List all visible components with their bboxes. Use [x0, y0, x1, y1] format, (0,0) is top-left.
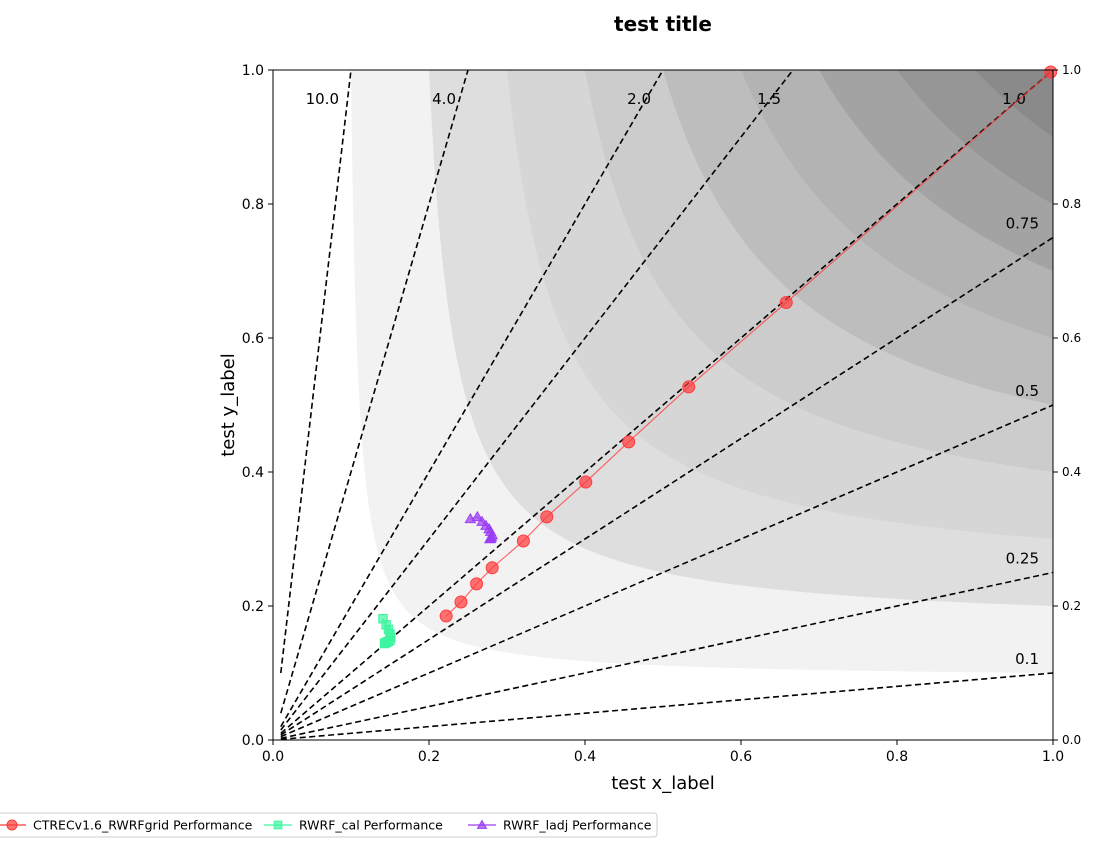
bias-label-1.5: 1.5	[757, 90, 781, 108]
y-tick-label-right: 0.8	[1062, 197, 1081, 211]
y-tick-label-left: 1.0	[242, 63, 264, 79]
y-tick-label-right: 0.2	[1062, 599, 1081, 613]
legend-label: CTRECv1.6_RWRFgrid Performance	[33, 818, 253, 833]
data-point	[1044, 65, 1058, 79]
x-tick-label: 0.6	[730, 749, 752, 765]
data-point	[485, 561, 499, 575]
y-tick-label-left: 0.8	[242, 197, 264, 213]
y-tick-label-left: 0.4	[242, 465, 264, 481]
x-tick-label: 0.8	[886, 749, 908, 765]
legend-marker	[6, 819, 18, 831]
bias-label-1.0: 1.0	[1002, 90, 1026, 108]
x-tick-label: 0.0	[262, 749, 284, 765]
axes: 0.0 0.2 0.4 0.6 0.8 1.00.0 0.00.2 0.20.4 0.40.6 0…	[242, 63, 1081, 765]
data-point	[439, 609, 453, 623]
bias-line-0.5	[280, 404, 1054, 738]
bias-line-0.75	[280, 236, 1054, 736]
bias-label-2.0: 2.0	[627, 90, 651, 108]
y-tick-label-left: 0.2	[242, 599, 264, 615]
series-0	[439, 65, 1058, 623]
legend-marker	[273, 820, 283, 830]
legend-label: RWRF_cal Performance	[299, 818, 443, 833]
data-point	[779, 295, 793, 309]
bias-label-0.75: 0.75	[1006, 215, 1039, 233]
x-tick-label: 0.2	[418, 749, 440, 765]
data-point	[622, 435, 636, 449]
y-tick-label-left: 0.6	[242, 331, 264, 347]
legend-entry-1: RWRF_cal Performance	[264, 818, 443, 833]
data-point	[483, 532, 496, 544]
bias-line-2.0	[280, 69, 664, 728]
bias-lines: 10.0 4.0 2.0 1.5 1.0 0.75 0.5 0.25 0.1	[280, 69, 1054, 741]
data-point	[471, 510, 484, 522]
legend-box	[0, 812, 658, 838]
y-axis-title: test y_label	[218, 353, 239, 456]
data-point	[379, 638, 390, 649]
bias-label-0.25: 0.25	[1006, 550, 1039, 568]
x-axis-title: test x_label	[611, 773, 714, 794]
y-tick-label-right: 0.6	[1062, 331, 1081, 345]
legend: CTRECv1.6_RWRFgrid Performance RWRF_cal P…	[0, 812, 658, 838]
bias-label-0.1: 0.1	[1015, 650, 1039, 668]
legend-label: RWRF_ladj Performance	[503, 818, 652, 833]
bias-line-0.25	[280, 571, 1054, 740]
y-tick-label-right: 0.4	[1062, 465, 1081, 479]
y-tick-label-right: 0.0	[1062, 733, 1081, 747]
legend-entry-0: CTRECv1.6_RWRFgrid Performance	[0, 818, 253, 833]
bias-label-4.0: 4.0	[432, 90, 456, 108]
data-point	[579, 475, 593, 489]
x-tick-label: 1.0	[1042, 749, 1064, 765]
bias-line-10.0	[280, 69, 352, 674]
data-point	[682, 380, 696, 394]
x-tick-label: 0.4	[574, 749, 596, 765]
bias-label-0.5: 0.5	[1015, 382, 1039, 400]
bias-line-4.0	[280, 69, 469, 714]
y-tick-label-right: 1.0	[1062, 63, 1081, 77]
legend-marker	[476, 819, 488, 829]
data-point	[454, 595, 468, 609]
bias-line-0.1	[280, 672, 1054, 741]
plot-frame	[272, 69, 1054, 741]
data-point	[540, 510, 554, 524]
bias-line-1.5	[280, 69, 794, 731]
chart-title: test title	[614, 12, 712, 36]
series-1	[378, 613, 396, 649]
data-point	[516, 534, 530, 548]
series-2	[464, 510, 499, 544]
y-tick-label-left: 0.0	[242, 733, 264, 749]
data-series	[378, 65, 1058, 649]
legend-entry-2: RWRF_ladj Performance	[468, 818, 652, 833]
bias-label-10.0: 10.0	[306, 90, 339, 108]
data-point	[470, 577, 484, 591]
bias-line-1.0	[280, 69, 1054, 734]
